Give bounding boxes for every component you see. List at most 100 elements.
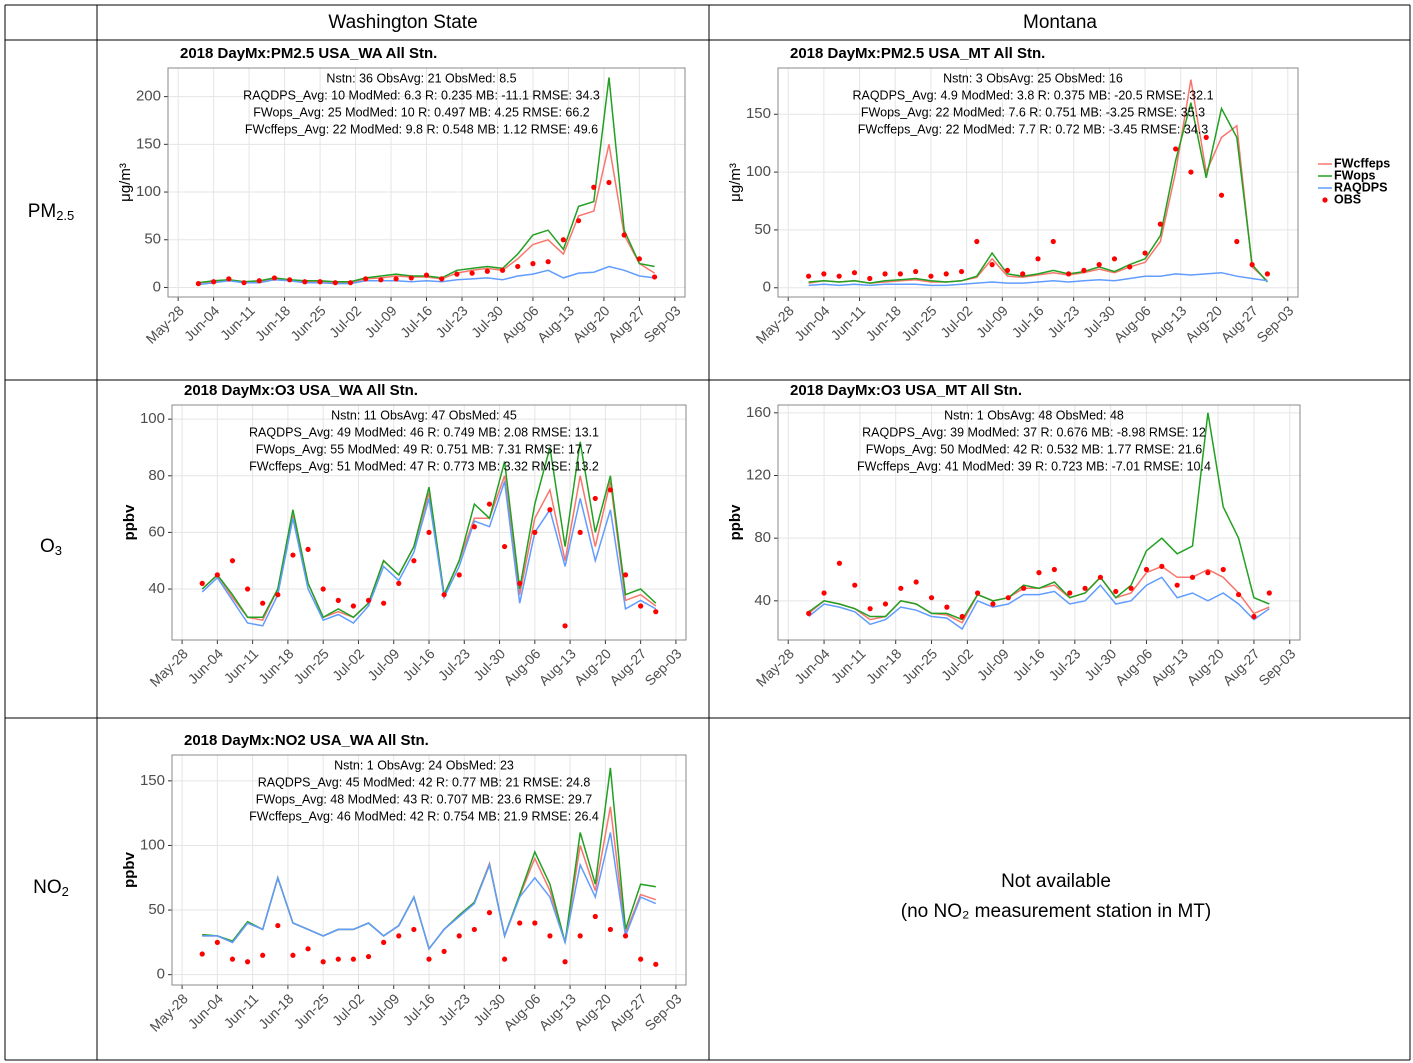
obs-point [290, 552, 296, 558]
x-tick-label: Jul-02 [329, 990, 367, 1028]
obs-point [897, 271, 903, 277]
x-tick-label: May-28 [146, 645, 190, 689]
x-tick-label: Jul-23 [435, 990, 473, 1028]
obs-point [335, 956, 341, 962]
x-tick-label: Jul-16 [1009, 645, 1047, 683]
x-tick-label: Jun-25 [290, 645, 332, 687]
y-tick-label: 50 [754, 221, 771, 238]
chart: May-28Jun-04Jun-11Jun-18Jun-25Jul-02Jul-… [727, 382, 1301, 690]
x-tick-label: Jun-25 [898, 302, 940, 344]
x-tick-label: Jul-09 [364, 645, 402, 683]
obs-point [275, 592, 281, 598]
obs-point [592, 495, 598, 502]
stats-annotation: Nstn: 3 ObsAvg: 25 ObsMed: 16 [943, 71, 1123, 85]
x-tick-label: Aug-13 [536, 645, 579, 688]
obs-point [305, 946, 311, 952]
obs-point [226, 276, 232, 282]
obs-point [622, 933, 629, 939]
obs-point [320, 959, 326, 965]
obs-point [1097, 574, 1104, 580]
x-tick-label: Jul-23 [432, 302, 470, 340]
x-tick-label: Sep-03 [1255, 645, 1298, 688]
obs-point [486, 910, 493, 916]
obs-point [501, 543, 508, 550]
obs-point [1174, 582, 1180, 588]
obs-point [989, 262, 995, 268]
obs-point [454, 271, 460, 277]
series-line [808, 412, 1270, 621]
chart-title: 2018 DayMx:O3 USA_MT All Stn. [790, 382, 1022, 399]
series-line [808, 576, 1270, 631]
stats-annotation: Nstn: 36 ObsAvg: 21 ObsMed: 8.5 [326, 71, 516, 85]
x-tick-label: Sep-03 [641, 645, 684, 688]
x-tick-label: May-28 [753, 302, 797, 346]
x-tick-label: Jul-09 [364, 990, 402, 1028]
obs-point [1205, 570, 1211, 576]
column-header: Washington State [328, 12, 477, 33]
obs-point [271, 275, 278, 281]
y-tick-label: 100 [746, 163, 771, 180]
obs-point [882, 601, 889, 607]
obs-point [275, 922, 281, 929]
obs-point [456, 572, 462, 578]
obs-point [1220, 566, 1226, 573]
row-label: PM2.5 [28, 201, 75, 223]
y-axis-label: μg/m³ [727, 163, 744, 202]
obs-point [1096, 262, 1102, 268]
x-tick-label: Aug-20 [571, 645, 614, 688]
obs-point [974, 590, 981, 596]
obs-point [484, 268, 490, 274]
x-tick-label: Jun-11 [828, 645, 869, 686]
stats-annotation: RAQDPS_Avg: 10 ModMed: 6.3 R: 0.235 MB: … [243, 88, 600, 102]
obs-point [302, 279, 308, 285]
stats-annotation: RAQDPS_Avg: 4.9 ModMed: 3.8 R: 0.375 MB:… [852, 88, 1213, 102]
chart-title: 2018 DayMx:PM2.5 USA_WA All Stn. [180, 45, 437, 62]
obs-point [396, 580, 402, 586]
x-tick-label: Aug-13 [1146, 302, 1189, 345]
obs-point [260, 952, 266, 958]
stats-annotation: FWcffeps_Avg: 22 ModMed: 9.8 R: 0.548 MB… [245, 122, 598, 136]
y-tick-label: 50 [148, 901, 165, 918]
x-tick-label: Jun-04 [791, 302, 833, 344]
obs-point [335, 597, 341, 603]
stats-annotation: FWcffeps_Avg: 46 ModMed: 42 R: 0.754 MB:… [249, 809, 599, 823]
y-tick-label: 150 [136, 135, 161, 152]
obs-point [317, 279, 323, 285]
x-tick-label: Jul-23 [435, 645, 473, 683]
obs-point [867, 606, 873, 612]
x-tick-label: May-28 [143, 302, 187, 346]
x-tick-label: Aug-20 [1182, 302, 1225, 345]
obs-point [575, 218, 582, 224]
row-label-base: PM [28, 201, 57, 222]
column-header: Montana [1023, 12, 1097, 33]
obs-point [974, 238, 980, 245]
obs-point [1128, 585, 1134, 591]
x-tick-label: Aug-20 [569, 302, 612, 345]
obs-point [1113, 588, 1119, 595]
stats-annotation: FWops_Avg: 48 ModMed: 43 R: 0.707 MB: 23… [256, 792, 593, 806]
plot-border [171, 404, 687, 641]
obs-point [928, 273, 934, 279]
obs-point [1266, 590, 1272, 596]
obs-point [1050, 238, 1056, 245]
obs-point [560, 237, 566, 243]
y-tick-label: 100 [140, 410, 165, 427]
x-tick-label: Jul-23 [1044, 302, 1082, 340]
obs-point [836, 273, 842, 279]
obs-point [1189, 574, 1196, 580]
obs-point [836, 560, 843, 566]
legend-label: OBS [1334, 192, 1361, 206]
obs-point [381, 600, 387, 606]
x-tick-label: Aug-27 [606, 990, 649, 1033]
obs-point [199, 951, 205, 957]
x-tick-label: Jul-16 [399, 645, 437, 683]
obs-point [1157, 221, 1163, 227]
stats-annotation: FWops_Avg: 50 ModMed: 42 R: 0.532 MB: 1.… [866, 442, 1203, 456]
obs-point [638, 603, 644, 609]
obs-point [913, 268, 919, 275]
obs-point [408, 275, 414, 281]
y-tick-label: 80 [148, 467, 165, 484]
obs-point [852, 582, 858, 588]
x-tick-label: Sep-03 [640, 302, 683, 345]
obs-point [1051, 566, 1057, 573]
